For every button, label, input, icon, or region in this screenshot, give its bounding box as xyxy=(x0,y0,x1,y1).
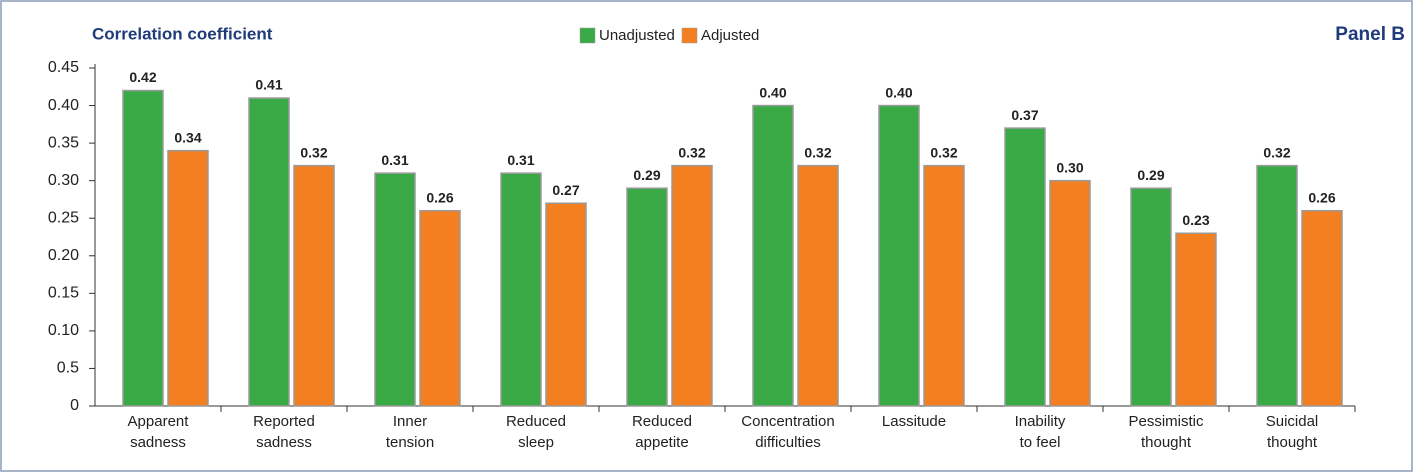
x-tick-label: tension xyxy=(386,434,434,451)
legend-swatch xyxy=(681,27,698,44)
x-tick-label: appetite xyxy=(635,434,688,451)
bar xyxy=(671,164,713,407)
value-label: 0.41 xyxy=(255,77,282,93)
value-label: 0.37 xyxy=(1011,107,1038,123)
legend-label: Adjusted xyxy=(701,27,759,44)
y-tick-label: 0.5 xyxy=(57,360,79,377)
x-tick-label: Lassitude xyxy=(882,413,946,430)
value-label: 0.32 xyxy=(1263,144,1290,160)
x-tick-label: Inner xyxy=(393,413,427,430)
value-label: 0.40 xyxy=(759,84,786,100)
y-tick-label: 0.40 xyxy=(48,97,79,114)
value-label: 0.40 xyxy=(885,84,912,100)
value-label: 0.26 xyxy=(1308,189,1335,205)
y-tick-label: 0.20 xyxy=(48,247,79,264)
bar xyxy=(797,164,839,407)
y-tick-label: 0.25 xyxy=(48,209,79,226)
value-label: 0.32 xyxy=(678,144,705,160)
value-label: 0.32 xyxy=(804,144,831,160)
x-tick-label: Reduced xyxy=(632,413,692,430)
value-label: 0.32 xyxy=(300,144,327,160)
value-label: 0.42 xyxy=(129,69,156,85)
value-label: 0.31 xyxy=(381,152,408,168)
x-tick-label: difficulties xyxy=(755,434,821,451)
panel-label: Panel B xyxy=(1335,24,1405,45)
bar xyxy=(752,104,794,407)
bar xyxy=(293,164,335,407)
legend-swatch xyxy=(579,27,596,44)
value-label: 0.29 xyxy=(633,167,660,183)
legend-label: Unadjusted xyxy=(599,27,675,44)
x-tick-label: Inability xyxy=(1015,413,1066,430)
x-tick-label: sadness xyxy=(130,434,186,451)
y-tick-label: 0.10 xyxy=(48,322,79,339)
x-tick-label: Reduced xyxy=(506,413,566,430)
value-label: 0.31 xyxy=(507,152,534,168)
bar xyxy=(1049,179,1091,407)
x-tick-label: Pessimistic xyxy=(1128,413,1204,430)
bar xyxy=(122,89,164,407)
value-label: 0.26 xyxy=(426,189,453,205)
bar xyxy=(1256,164,1298,407)
bar xyxy=(1130,187,1172,407)
x-tick-label: Reported xyxy=(253,413,315,430)
bar xyxy=(1175,232,1217,407)
y-tick-label: 0.45 xyxy=(48,59,79,76)
bar xyxy=(923,164,965,407)
x-tick-label: Apparent xyxy=(128,413,190,430)
value-label: 0.34 xyxy=(174,129,201,145)
value-label: 0.27 xyxy=(552,182,579,198)
x-tick-label: thought xyxy=(1141,434,1192,451)
value-label: 0.30 xyxy=(1056,159,1083,175)
x-tick-label: sadness xyxy=(256,434,312,451)
bar xyxy=(248,97,290,407)
y-tick-label: 0 xyxy=(70,397,79,414)
bar xyxy=(878,104,920,407)
chart-title: Correlation coefficient xyxy=(92,24,273,43)
bar xyxy=(626,187,668,407)
y-tick-label: 0.30 xyxy=(48,172,79,189)
bar xyxy=(374,172,416,407)
bar xyxy=(1301,209,1343,407)
x-tick-label: sleep xyxy=(518,434,554,451)
value-label: 0.29 xyxy=(1137,167,1164,183)
y-tick-label: 0.15 xyxy=(48,285,79,302)
x-tick-label: thought xyxy=(1267,434,1318,451)
y-tick-label: 0.35 xyxy=(48,134,79,151)
bar xyxy=(167,149,209,407)
value-label: 0.32 xyxy=(930,144,957,160)
x-tick-label: Concentration xyxy=(741,413,834,430)
x-tick-label: to feel xyxy=(1020,434,1061,451)
x-tick-label: Suicidal xyxy=(1266,413,1319,430)
value-label: 0.23 xyxy=(1182,212,1209,228)
bar xyxy=(419,209,461,407)
bar xyxy=(545,202,587,407)
bar xyxy=(1004,127,1046,407)
bar xyxy=(500,172,542,407)
